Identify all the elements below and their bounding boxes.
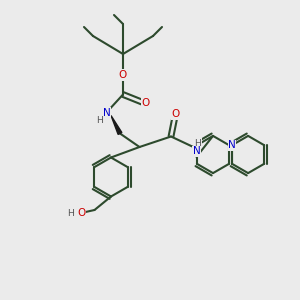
Text: O: O (171, 109, 180, 119)
Text: H: H (97, 116, 103, 125)
Text: O: O (119, 70, 127, 80)
Text: O: O (141, 98, 150, 109)
Text: N: N (193, 146, 200, 157)
Text: O: O (77, 208, 85, 218)
Text: H: H (195, 139, 201, 148)
Text: H: H (67, 208, 74, 217)
Polygon shape (111, 116, 122, 134)
Text: N: N (103, 107, 110, 118)
Text: N: N (228, 140, 236, 150)
